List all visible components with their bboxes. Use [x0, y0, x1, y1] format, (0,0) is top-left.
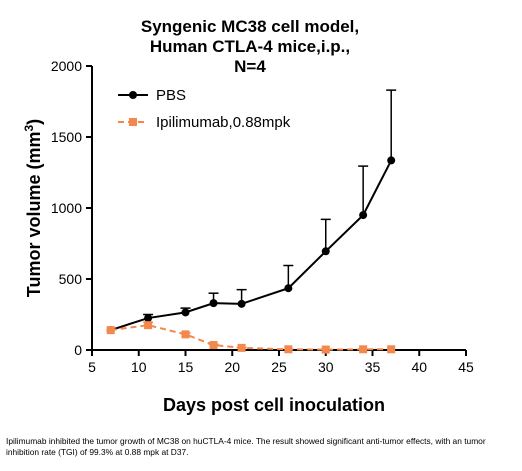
data-point [209, 299, 218, 308]
x-tick-label: 30 [318, 359, 334, 375]
axes: 5 10 15 20 25 30 35 40 45 0 500 1000 1500 2000 [51, 58, 474, 375]
data-point [237, 343, 246, 352]
y-tick-label: 500 [59, 271, 83, 287]
data-point [237, 299, 246, 308]
y-tick-label: 1500 [51, 129, 82, 145]
x-tick-label: 25 [271, 359, 287, 375]
x-tick-label: 10 [131, 359, 147, 375]
y-axis-label-main: Tumor volume (mm [24, 132, 44, 298]
legend-item-ipilimumab: Ipilimumab,0.88mpk [118, 114, 291, 131]
data-point [359, 211, 368, 220]
data-point [387, 345, 396, 354]
y-axis-label-superscript: 3 [22, 125, 36, 132]
data-point [106, 326, 115, 335]
x-tick-label: 45 [458, 359, 474, 375]
data-point [321, 247, 330, 256]
data-point [284, 345, 293, 354]
y-axis-label: Tumor volume (mm3) [22, 119, 44, 297]
series-layer [106, 89, 397, 354]
chart-title-line-1: Syngenic MC38 cell model, [141, 17, 359, 36]
legend: PBS Ipilimumab,0.88mpk [118, 87, 291, 131]
y-tick-label: 2000 [51, 58, 82, 74]
figure-caption: Ipilimumab inhibited the tumor growth of… [6, 436, 486, 457]
x-tick-label: 5 [88, 359, 96, 375]
data-point [144, 321, 153, 330]
series-line [110, 159, 393, 332]
data-point [181, 308, 190, 317]
legend-label: PBS [156, 87, 186, 104]
data-point [321, 345, 330, 354]
data-point [359, 345, 368, 354]
series-ipilimumab [106, 321, 396, 354]
data-point [144, 314, 153, 323]
chart-title-line-2: Human CTLA-4 mice,i.p., [150, 37, 350, 56]
x-tick-label: 20 [224, 359, 240, 375]
x-tick-label: 35 [365, 359, 381, 375]
data-point [284, 284, 293, 293]
legend-item-pbs: PBS [118, 87, 186, 104]
x-axis-label: Days post cell inoculation [163, 395, 385, 415]
x-tick-label: 40 [411, 359, 427, 375]
x-tick-label: 15 [178, 359, 194, 375]
series-line [110, 324, 392, 351]
y-axis-label-close: ) [24, 119, 44, 125]
y-tick-label: 0 [74, 342, 82, 358]
chart-title-line-3: N=4 [234, 57, 266, 76]
data-point [387, 156, 396, 165]
legend-marker [129, 91, 137, 99]
legend-marker [129, 118, 137, 126]
data-point [209, 341, 218, 350]
y-tick-label: 1000 [51, 200, 82, 216]
legend-label: Ipilimumab,0.88mpk [156, 114, 291, 131]
data-point [181, 330, 190, 339]
